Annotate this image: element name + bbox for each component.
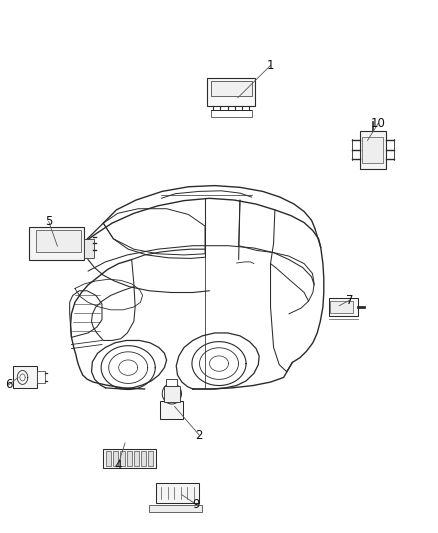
Text: 6: 6 [5, 378, 12, 391]
FancyBboxPatch shape [362, 136, 383, 163]
FancyBboxPatch shape [149, 505, 201, 512]
FancyBboxPatch shape [141, 451, 146, 466]
FancyBboxPatch shape [360, 131, 386, 168]
FancyBboxPatch shape [207, 78, 255, 106]
Text: 10: 10 [371, 117, 386, 130]
FancyBboxPatch shape [134, 451, 139, 466]
FancyBboxPatch shape [148, 451, 153, 466]
FancyBboxPatch shape [84, 239, 94, 257]
FancyBboxPatch shape [120, 451, 125, 466]
FancyBboxPatch shape [13, 367, 37, 389]
Text: 7: 7 [346, 294, 354, 306]
Text: 1: 1 [267, 59, 274, 72]
Text: 4: 4 [114, 459, 121, 472]
FancyBboxPatch shape [330, 301, 353, 312]
FancyBboxPatch shape [166, 378, 177, 385]
FancyBboxPatch shape [37, 372, 45, 383]
Text: 5: 5 [45, 215, 53, 228]
FancyBboxPatch shape [164, 385, 180, 402]
FancyBboxPatch shape [106, 451, 111, 466]
FancyBboxPatch shape [113, 451, 118, 466]
FancyBboxPatch shape [103, 448, 155, 468]
Text: 2: 2 [196, 429, 203, 442]
FancyBboxPatch shape [29, 227, 84, 260]
FancyBboxPatch shape [211, 81, 252, 96]
FancyBboxPatch shape [127, 451, 132, 466]
FancyBboxPatch shape [329, 298, 357, 316]
Text: 9: 9 [193, 498, 200, 511]
FancyBboxPatch shape [160, 401, 183, 419]
FancyBboxPatch shape [36, 230, 81, 252]
FancyBboxPatch shape [211, 110, 252, 117]
FancyBboxPatch shape [156, 483, 199, 503]
